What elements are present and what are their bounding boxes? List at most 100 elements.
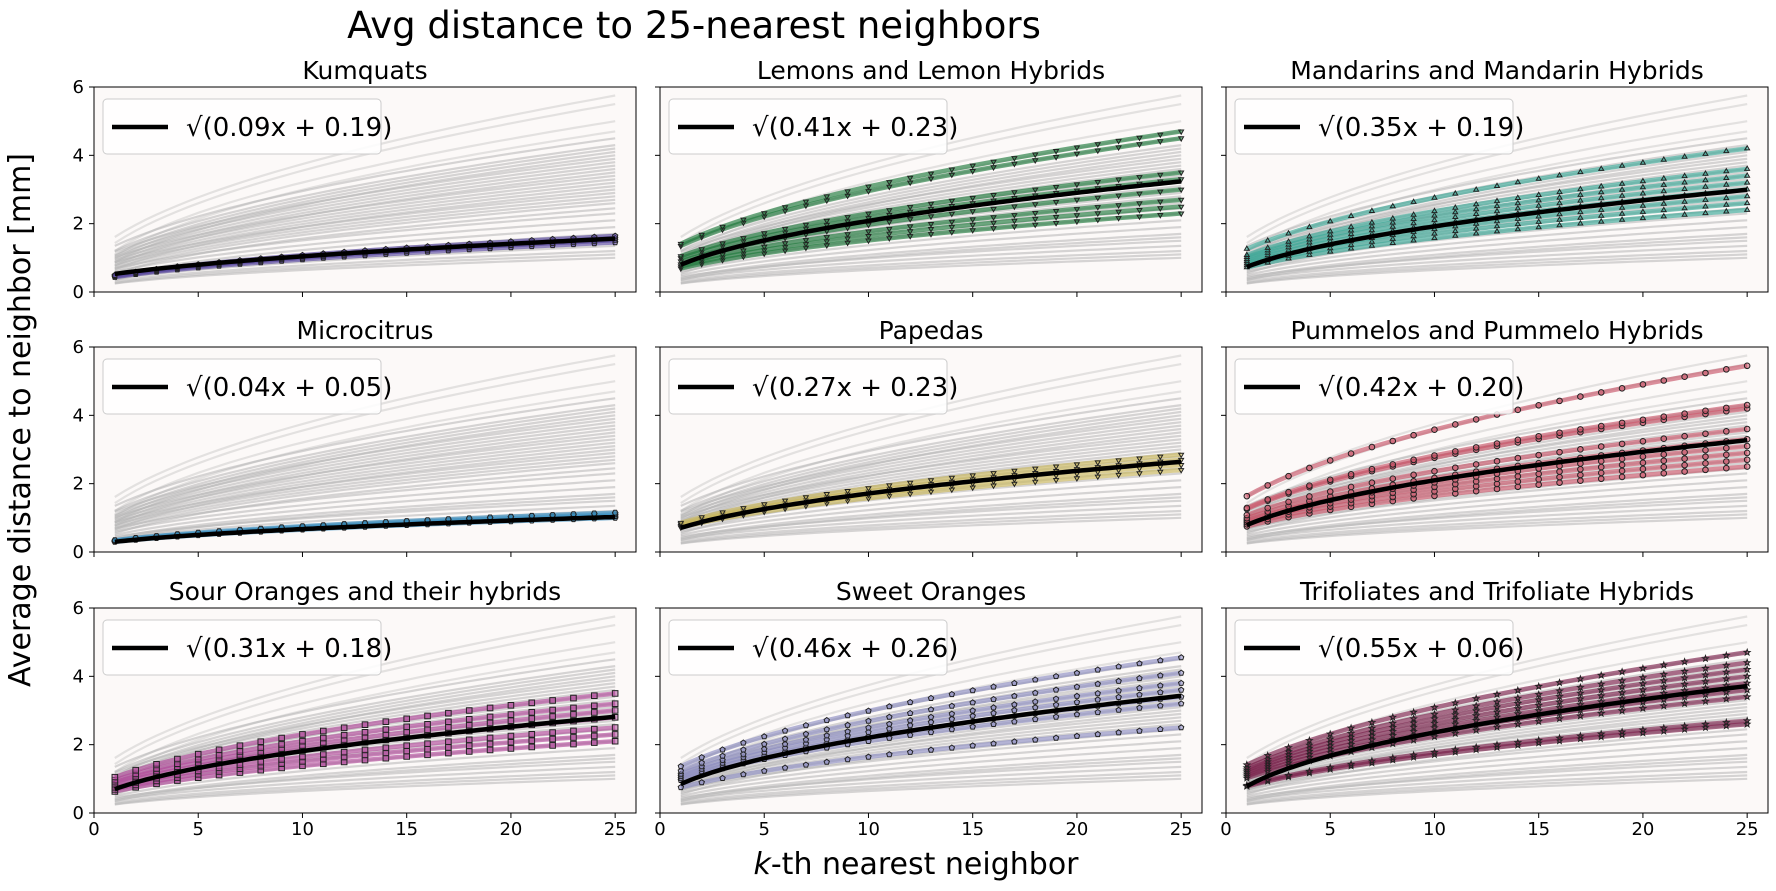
- x-tick-label: 25: [1170, 819, 1193, 840]
- background-series-line: [680, 424, 1182, 521]
- series-marker: [1157, 657, 1164, 664]
- series-marker: [1723, 174, 1730, 180]
- series-marker: [1031, 211, 1039, 217]
- plot-frame: [93, 86, 637, 293]
- series-marker: [1596, 670, 1606, 680]
- series-marker: [1535, 212, 1542, 219]
- series-marker: [1409, 750, 1418, 759]
- series-marker: [1052, 215, 1060, 221]
- series-marker: [1472, 224, 1480, 231]
- series-marker: [1702, 202, 1709, 209]
- series-marker: [1723, 147, 1730, 154]
- series-marker: [1660, 200, 1668, 206]
- series-marker: [1493, 475, 1501, 483]
- series-marker: [1389, 218, 1397, 225]
- series-marker: [1367, 723, 1377, 732]
- series-marker: [1347, 212, 1355, 218]
- series-marker: [1618, 192, 1626, 198]
- series-marker: [1052, 734, 1060, 741]
- series-marker: [927, 728, 935, 736]
- fit-line: [680, 459, 1182, 530]
- series-marker: [1534, 700, 1543, 709]
- series-marker: [1347, 483, 1355, 491]
- series-marker: [1032, 715, 1039, 723]
- y-tick-label: 4: [73, 145, 84, 166]
- series-marker: [760, 244, 768, 251]
- background-series-line: [114, 147, 616, 256]
- series-marker: [1680, 657, 1689, 666]
- series-marker: [990, 165, 997, 171]
- plot-content: [111, 94, 619, 285]
- background-series-line: [1246, 244, 1748, 281]
- background-series-line: [1246, 486, 1748, 537]
- series-marker: [1514, 204, 1522, 211]
- series-marker: [1680, 721, 1689, 730]
- series-marker: [969, 707, 976, 714]
- series-marker: [1157, 132, 1164, 139]
- series-marker: [424, 726, 431, 734]
- series-marker: [1702, 150, 1709, 156]
- series-marker: [1011, 224, 1018, 231]
- series-marker: [1368, 226, 1376, 233]
- series-marker: [886, 219, 893, 226]
- series-marker: [1052, 221, 1060, 227]
- background-series-line: [680, 757, 1182, 803]
- legend-box: [668, 358, 948, 415]
- series-marker: [1701, 677, 1710, 686]
- series-marker: [1136, 727, 1143, 734]
- figure-title: Avg distance to 25-nearest neighbors: [347, 4, 1041, 47]
- series-marker: [1660, 212, 1668, 219]
- series-marker: [1243, 492, 1251, 500]
- series-marker: [1094, 148, 1102, 155]
- series-marker: [886, 713, 893, 720]
- x-tick-label: 0: [1220, 819, 1231, 840]
- series-marker: [1514, 194, 1522, 200]
- background-series-line: [114, 171, 616, 267]
- series-marker: [1347, 241, 1355, 247]
- plot-content: [111, 615, 619, 806]
- background-series-line: [1246, 777, 1748, 806]
- x-tick-label: 10: [857, 819, 880, 840]
- x-tick-label: 20: [1631, 819, 1654, 840]
- series-marker: [1513, 704, 1523, 713]
- subplot-8: Sweet Oranges 0 5 10 15 20 25 √(0.46x + 0.26): [654, 577, 1203, 840]
- series-marker: [1492, 697, 1502, 706]
- series-marker: [1452, 189, 1459, 196]
- series-marker: [528, 737, 536, 744]
- series-marker: [465, 736, 473, 744]
- series-marker: [1115, 193, 1122, 200]
- series-marker: [1032, 736, 1039, 743]
- series-marker: [382, 726, 390, 733]
- series-marker: [361, 746, 369, 754]
- series-marker: [761, 767, 768, 774]
- series-marker: [278, 741, 285, 748]
- series-marker: [1659, 670, 1669, 679]
- series-marker: [740, 746, 747, 753]
- legend-label: √(0.35x + 0.19): [1318, 113, 1524, 143]
- series-marker: [465, 721, 473, 729]
- series-marker: [1639, 471, 1647, 479]
- series-marker: [1157, 725, 1164, 732]
- series-marker: [278, 756, 285, 763]
- series-marker: [1514, 220, 1522, 227]
- series-marker: [1681, 461, 1688, 469]
- series-marker: [1597, 206, 1605, 212]
- series-marker: [1596, 708, 1606, 718]
- series-marker: [823, 235, 831, 241]
- subplot-title: Sour Oranges and their hybrids: [169, 577, 561, 606]
- series-marker: [1617, 682, 1627, 691]
- background-series-line: [114, 424, 616, 521]
- series-marker: [1660, 181, 1668, 187]
- series-marker: [1136, 674, 1143, 682]
- series-marker: [1410, 211, 1417, 217]
- series-marker: [865, 728, 872, 735]
- x-tick-label: 5: [1325, 819, 1336, 840]
- series-marker: [844, 755, 851, 763]
- background-series-line: [680, 774, 1182, 806]
- series-marker: [1618, 461, 1626, 469]
- series-marker: [465, 707, 473, 714]
- series-marker: [1681, 198, 1688, 204]
- background-series-line: [114, 410, 616, 520]
- background-series-line: [680, 509, 1182, 543]
- series-marker: [1596, 691, 1606, 700]
